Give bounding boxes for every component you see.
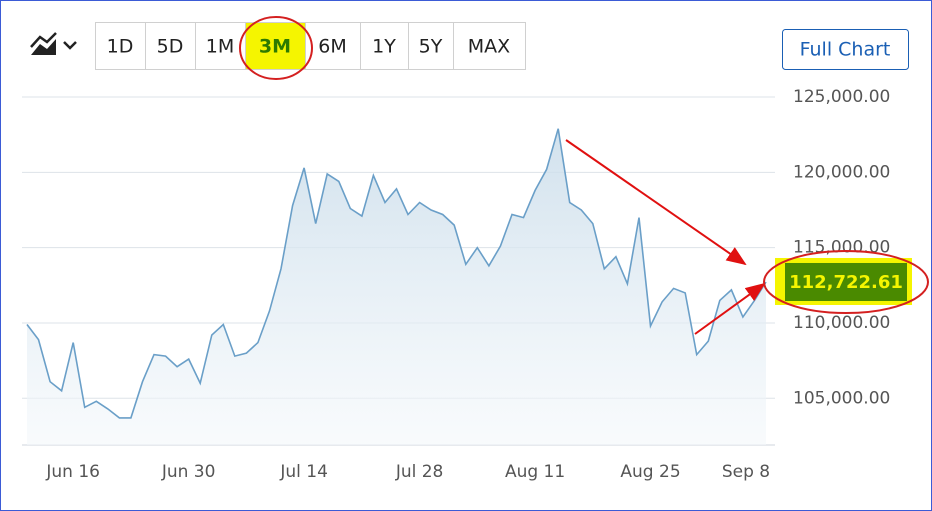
range-button[interactable]	[95, 22, 146, 70]
y-tick-label: 125,000.00	[793, 87, 890, 107]
range-label[interactable]: 1Y	[372, 36, 396, 58]
range-label[interactable]: 5D	[157, 36, 184, 58]
arrow	[694, 282, 766, 335]
x-tick-label: Aug 11	[505, 462, 565, 482]
range-label[interactable]: MAX	[468, 36, 510, 58]
x-tick-label: Sep 8	[722, 462, 770, 482]
range-button[interactable]	[195, 22, 246, 70]
x-tick-label: Jun 16	[45, 462, 100, 482]
range-button[interactable]	[245, 22, 306, 70]
range-toolbar: 1D 5D 1M 3M 6M 1Y 5Y MAX	[95, 22, 526, 70]
x-tick-label: Jun 30	[161, 462, 216, 482]
chevron	[63, 41, 77, 50]
annotations	[239, 16, 929, 335]
chart-type-icon[interactable]	[30, 32, 77, 55]
range-label[interactable]: 3M	[259, 36, 291, 58]
x-tick-label: Jul 28	[395, 462, 444, 482]
area-fill	[27, 128, 766, 445]
range-label[interactable]: 1D	[107, 36, 134, 58]
y-tick-label: 105,000.00	[793, 388, 890, 408]
highlight-circle	[763, 249, 929, 314]
value-label: 112,722.61	[789, 272, 903, 293]
arrow	[565, 139, 747, 266]
value-label-box	[785, 262, 907, 301]
price-line	[26, 128, 767, 419]
line-icon	[30, 32, 57, 48]
x-tick-label: Jul 14	[279, 462, 328, 482]
range-label[interactable]: 5Y	[419, 36, 443, 58]
mountain-icon	[31, 39, 56, 55]
y-tick-label: 110,000.00	[793, 313, 890, 333]
button-box[interactable]	[782, 29, 909, 70]
range-button[interactable]	[408, 22, 454, 70]
range-button[interactable]	[145, 22, 196, 70]
plot: 105,000.00110,000.00115,000.00120,000.00…	[22, 87, 912, 482]
range-button[interactable]	[305, 22, 361, 70]
button-label[interactable]: Full Chart	[800, 39, 891, 61]
range-label[interactable]: 1M	[206, 36, 234, 58]
highlight-circle	[239, 16, 313, 80]
range-button[interactable]	[453, 22, 526, 70]
range-label[interactable]: 6M	[318, 36, 346, 58]
y-tick-label: 120,000.00	[793, 162, 890, 182]
x-tick-label: Aug 25	[620, 462, 680, 482]
full-chart-button[interactable]: Full Chart	[782, 29, 909, 70]
